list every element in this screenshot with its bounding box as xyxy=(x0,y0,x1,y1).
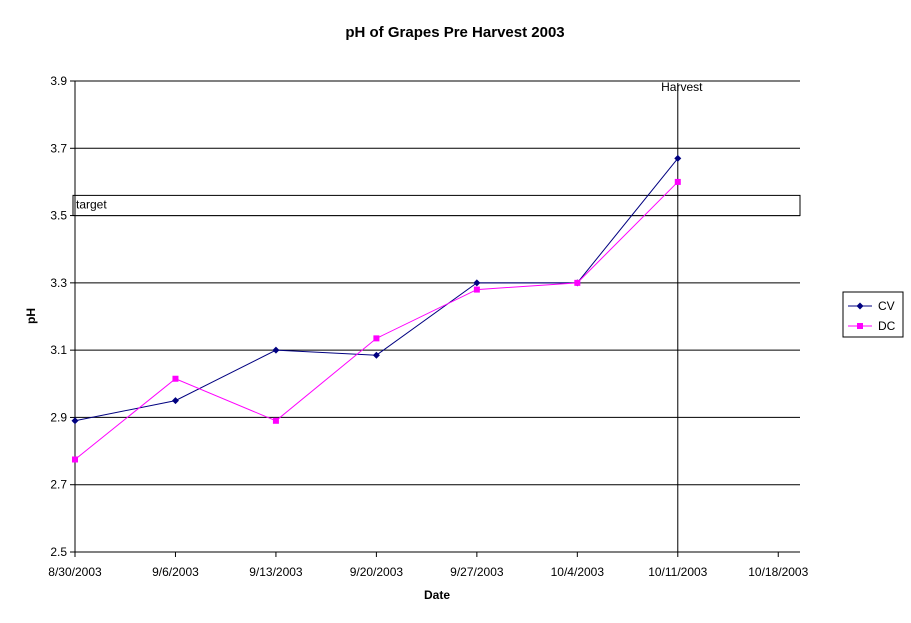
x-tick-label: 8/30/2003 xyxy=(48,565,102,579)
point-dc xyxy=(272,417,279,424)
y-tick-label: 3.7 xyxy=(50,141,67,155)
point-cv xyxy=(71,417,79,425)
chart-title: pH of Grapes Pre Harvest 2003 xyxy=(345,24,564,41)
y-tick-label: 3.5 xyxy=(50,209,67,223)
y-tick-label: 2.9 xyxy=(50,410,67,424)
y-tick-label: 2.7 xyxy=(50,478,67,492)
x-tick-label: 10/18/2003 xyxy=(748,565,808,579)
y-axis-label: pH xyxy=(24,308,38,324)
legend-box xyxy=(842,291,904,338)
point-cv xyxy=(272,346,280,354)
y-tick-label: 3.3 xyxy=(50,276,67,290)
point-cv xyxy=(674,154,682,162)
x-axis-label: Date xyxy=(424,588,450,602)
series-layer xyxy=(71,154,682,463)
point-dc xyxy=(373,335,380,342)
axes xyxy=(70,80,800,557)
legend-marker-dc xyxy=(857,323,863,329)
x-tick-label: 10/11/2003 xyxy=(648,565,707,579)
y-tick-label: 3.1 xyxy=(50,343,67,357)
legend-label-cv: CV xyxy=(878,299,895,313)
annotations: target Harvest xyxy=(72,80,801,552)
x-tick-label: 9/20/2003 xyxy=(350,565,404,579)
grid-lines xyxy=(75,80,800,486)
point-dc xyxy=(72,456,78,463)
x-tick-label: 9/27/2003 xyxy=(450,565,504,579)
point-cv xyxy=(372,351,380,359)
point-dc xyxy=(473,286,480,293)
point-cv xyxy=(171,397,179,405)
target-band xyxy=(72,194,801,217)
y-tick-label: 3.9 xyxy=(50,74,67,88)
x-tick-label: 10/4/2003 xyxy=(551,565,605,579)
legend: CV DC xyxy=(842,291,904,338)
y-tick-label: 2.5 xyxy=(50,545,67,559)
tick-labels: 2.5 2.7 2.9 3.1 3.3 3.5 3.7 3.9 8/30/2003 9/6/200… xyxy=(48,74,808,579)
harvest-label: Harvest xyxy=(661,80,703,94)
point-dc xyxy=(674,178,681,185)
x-tick-label: 9/6/2003 xyxy=(152,565,199,579)
point-cv xyxy=(473,279,481,287)
legend-marker-cv xyxy=(856,302,864,310)
legend-label-dc: DC xyxy=(878,319,896,333)
point-dc xyxy=(172,375,179,382)
x-tick-label: 9/13/2003 xyxy=(249,565,303,579)
target-label: target xyxy=(76,197,107,211)
point-dc xyxy=(574,279,581,286)
